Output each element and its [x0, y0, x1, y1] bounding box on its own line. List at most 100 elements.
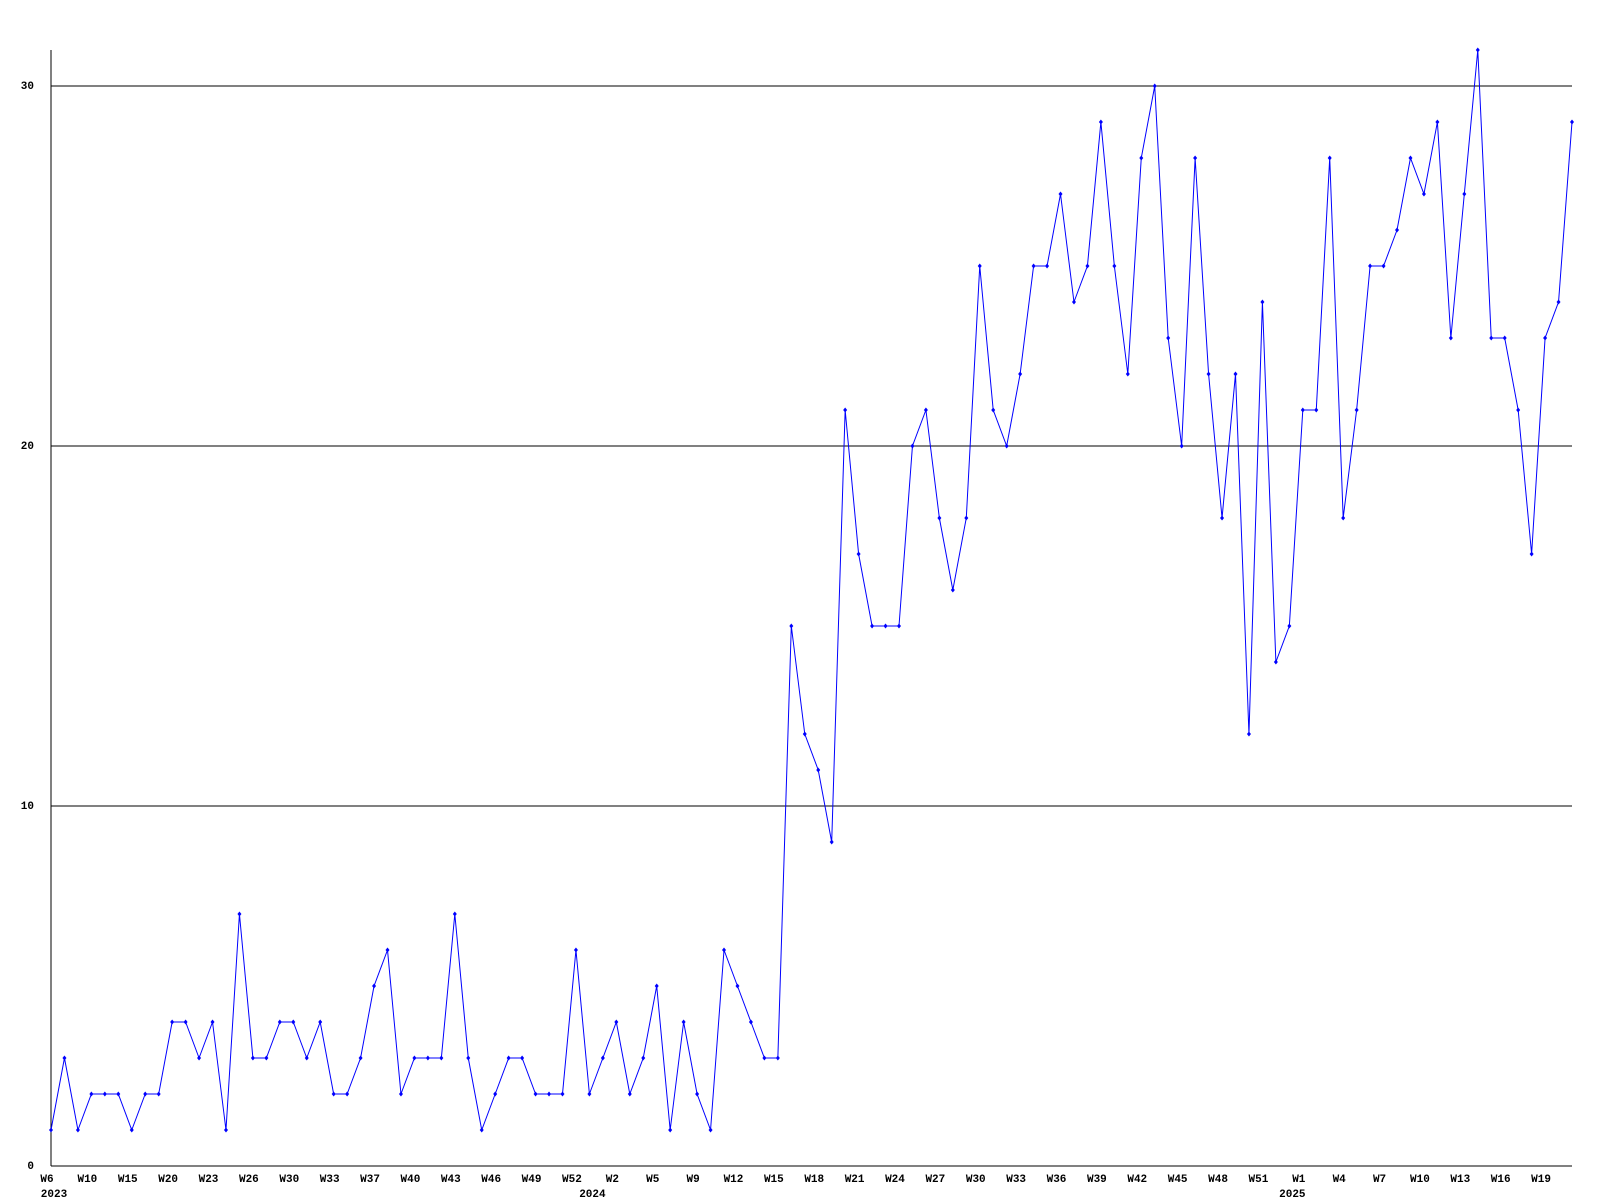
x-tick-label: W13 [1450, 1174, 1470, 1186]
x-tick-label: W51 [1249, 1174, 1269, 1186]
data-point [950, 587, 955, 593]
data-point [748, 1019, 753, 1025]
x-tick-label: W33 [320, 1174, 340, 1186]
data-point [129, 1127, 134, 1133]
data-point [937, 515, 942, 521]
data-point [856, 551, 861, 557]
x-tick-label: W39 [1087, 1174, 1107, 1186]
data-point [223, 1127, 228, 1133]
data-point [533, 1091, 538, 1097]
x-tick-label: W30 [279, 1174, 299, 1186]
data-point [1220, 515, 1225, 521]
data-point [775, 1055, 780, 1061]
data-point [641, 1055, 646, 1061]
data-point [802, 731, 807, 737]
data-point [439, 1055, 444, 1061]
x-tick-label: W1 [1292, 1174, 1306, 1186]
data-point [1475, 47, 1480, 53]
data-point [425, 1055, 430, 1061]
data-point [1327, 155, 1332, 161]
data-point [654, 983, 659, 989]
data-point [1112, 263, 1117, 269]
data-point [1152, 83, 1157, 89]
data-point [1260, 299, 1265, 305]
data-point [143, 1091, 148, 1097]
x-tick-label: W27 [925, 1174, 945, 1186]
data-point [1516, 407, 1521, 413]
data-point [1448, 335, 1453, 341]
year-label: 2023 [41, 1189, 68, 1200]
data-point [573, 947, 578, 953]
x-tick-label: W12 [724, 1174, 744, 1186]
data-point [560, 1091, 565, 1097]
x-tick-label: W37 [360, 1174, 380, 1186]
data-point [614, 1019, 619, 1025]
x-tick-label: W49 [522, 1174, 542, 1186]
data-point [1085, 263, 1090, 269]
data-point [1045, 263, 1050, 269]
year-label: 2024 [579, 1189, 606, 1200]
data-point [506, 1055, 511, 1061]
x-tick-label: W24 [885, 1174, 905, 1186]
data-point [923, 407, 928, 413]
data-point [1031, 263, 1036, 269]
x-tick-label: W52 [562, 1174, 582, 1186]
x-tick-label: W30 [966, 1174, 986, 1186]
data-point [816, 767, 821, 773]
data-point [1529, 551, 1534, 557]
data-point [829, 839, 834, 845]
data-point [466, 1055, 471, 1061]
data-point [331, 1091, 336, 1097]
data-point [1341, 515, 1346, 521]
data-point [1368, 263, 1373, 269]
data-point [695, 1091, 700, 1097]
x-tick-label: W33 [1006, 1174, 1026, 1186]
x-tick-label: W18 [804, 1174, 824, 1186]
data-point [1233, 371, 1238, 377]
y-tick-label: 20 [21, 441, 34, 453]
data-point [789, 623, 794, 629]
data-point [1206, 371, 1211, 377]
data-point [304, 1055, 309, 1061]
data-point [49, 1127, 53, 1133]
data-point [883, 623, 888, 629]
year-label: 2025 [1279, 1189, 1306, 1200]
data-point [156, 1091, 161, 1097]
data-point [264, 1055, 269, 1061]
x-tick-label: W9 [686, 1174, 699, 1186]
data-point [277, 1019, 282, 1025]
data-point [762, 1055, 767, 1061]
data-point [1273, 659, 1278, 665]
data-point [1098, 119, 1103, 125]
data-point [89, 1091, 94, 1097]
data-point [291, 1019, 296, 1025]
data-point [843, 407, 848, 413]
data-point [102, 1091, 107, 1097]
data-point [1543, 335, 1548, 341]
data-point [1179, 443, 1184, 449]
data-point [1166, 335, 1171, 341]
x-tick-label: W21 [845, 1174, 865, 1186]
x-tick-label: W48 [1208, 1174, 1228, 1186]
data-point [1300, 407, 1305, 413]
data-point [1125, 371, 1130, 377]
data-point [991, 407, 996, 413]
data-point [183, 1019, 188, 1025]
data-point [547, 1091, 552, 1097]
data-point [1004, 443, 1009, 449]
x-tick-label: W26 [239, 1174, 259, 1186]
data-point [1421, 191, 1426, 197]
data-point [1556, 299, 1561, 305]
data-point [197, 1055, 202, 1061]
y-tick-label: 10 [21, 801, 34, 813]
data-point [1018, 371, 1023, 377]
data-point [627, 1091, 632, 1097]
data-point [1246, 731, 1251, 737]
x-tick-label: W46 [481, 1174, 501, 1186]
x-tick-label: W43 [441, 1174, 461, 1186]
x-tick-label: W45 [1168, 1174, 1188, 1186]
data-point [735, 983, 740, 989]
data-point [250, 1055, 255, 1061]
data-point [210, 1019, 215, 1025]
